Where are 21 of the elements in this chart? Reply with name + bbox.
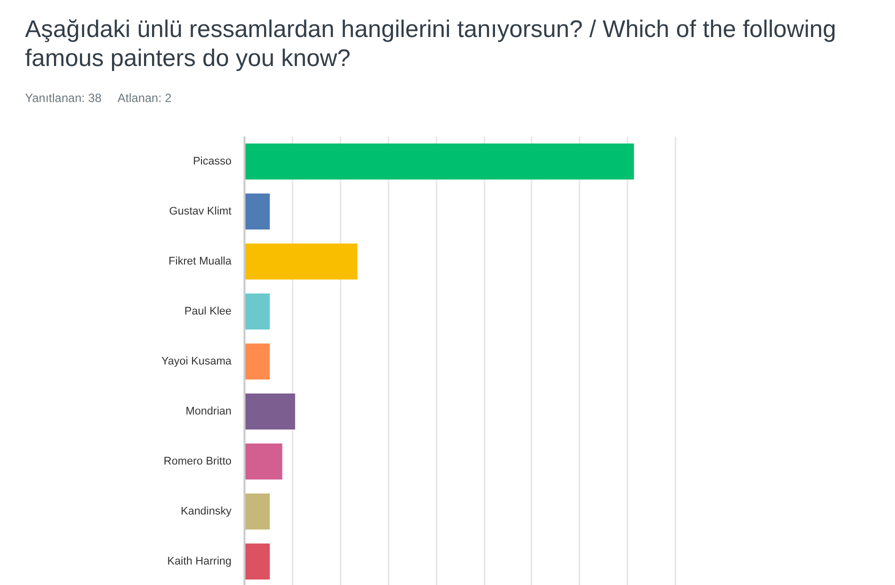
bar — [244, 193, 270, 230]
bar — [244, 493, 270, 530]
bar — [244, 543, 270, 580]
bar — [244, 443, 282, 480]
bar — [244, 143, 634, 180]
y-tick-label: Fikret Mualla — [168, 255, 232, 268]
bar — [244, 243, 358, 280]
y-tick-label: Gustav Klimt — [169, 205, 232, 218]
y-tick-label: Yayoi Kusama — [161, 355, 232, 368]
y-tick-label: Mondrian — [186, 405, 232, 418]
y-tick-label: Romero Britto — [164, 455, 232, 468]
y-tick-label: Kandinsky — [180, 505, 232, 518]
y-tick-label: Paul Klee — [184, 305, 232, 318]
bar — [244, 393, 296, 430]
y-tick-label: Picasso — [192, 155, 232, 168]
text: Yanıtlanan: 38 — [25, 90, 102, 105]
chart-title: Aşağıdaki ünlü ressamlardan hangilerini tanıyorsun? / Which of the following famous painters do you know? — [25, 16, 838, 74]
bar — [244, 343, 270, 380]
text: Atlanan: 2 — [118, 90, 172, 105]
bar — [244, 293, 270, 330]
y-tick-label: Kaith Harring — [167, 555, 232, 568]
